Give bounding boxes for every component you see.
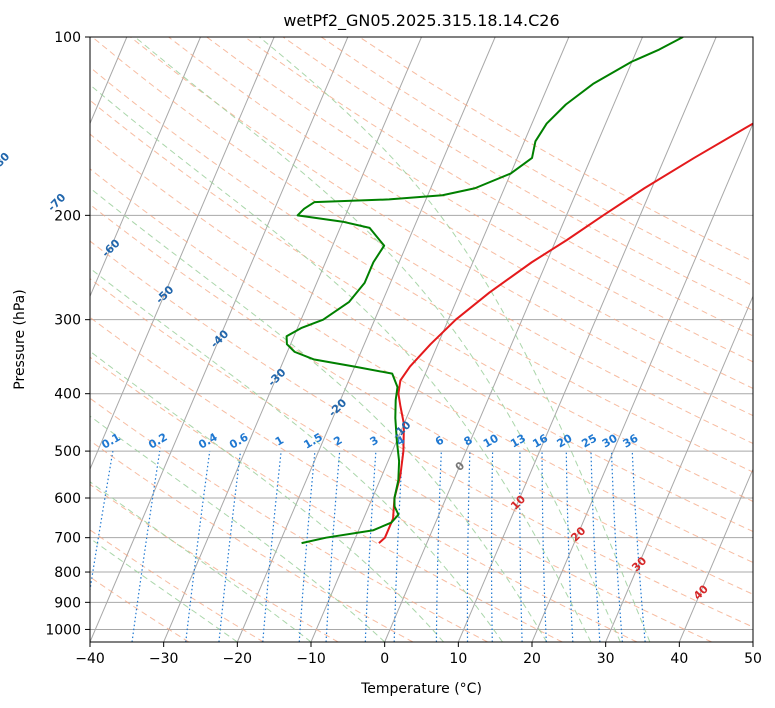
x-tick-label: −30 bbox=[149, 651, 179, 667]
x-tick-label: 50 bbox=[744, 651, 762, 667]
x-tick-label: 10 bbox=[449, 651, 467, 667]
dry-adiabat-line bbox=[91, 37, 753, 445]
y-tick-label: 200 bbox=[54, 208, 81, 224]
x-tick-label: 40 bbox=[670, 651, 688, 667]
isotherm-line bbox=[384, 37, 643, 642]
y-tick-label: 100 bbox=[54, 30, 81, 46]
plot-area bbox=[90, 37, 753, 642]
dry-adiabat-line bbox=[90, 316, 638, 642]
x-tick-label: 30 bbox=[597, 651, 615, 667]
x-tick-label: 20 bbox=[523, 651, 541, 667]
isotherm-line bbox=[605, 295, 753, 642]
y-tick-label: 500 bbox=[54, 444, 81, 460]
dry-adiabat-line bbox=[90, 278, 712, 642]
axis-ticks: −40 −30 −20 −10 0 10 20 30 40 50 100 200 300 400 500 60… bbox=[45, 30, 762, 667]
dry-adiabat-line bbox=[90, 483, 339, 642]
isotherm-line bbox=[531, 122, 753, 642]
mixing-ratio-line bbox=[90, 450, 114, 594]
moist-adiabat-line bbox=[90, 415, 386, 642]
background-lines bbox=[90, 37, 753, 642]
isotherm-line bbox=[236, 37, 496, 642]
dewpoint-profile-line bbox=[285, 37, 684, 545]
x-tick-label: −40 bbox=[75, 651, 105, 667]
isotherm-line bbox=[163, 37, 422, 642]
dry-adiabat-line bbox=[90, 203, 753, 595]
mixing-ratio-line bbox=[262, 451, 282, 642]
isotherm-line bbox=[678, 467, 753, 642]
y-tick-label: 1000 bbox=[45, 622, 81, 638]
dry-adiabat-line bbox=[90, 240, 753, 628]
y-axis-label: Pressure (hPa) bbox=[12, 289, 28, 389]
moist-adiabat-line bbox=[259, 37, 651, 642]
x-tick-label: 0 bbox=[380, 651, 389, 667]
mixing-ratio-line bbox=[131, 451, 161, 642]
dry-adiabat-line bbox=[90, 133, 753, 533]
dry-adiabat-line bbox=[90, 168, 753, 563]
plot-frame bbox=[89, 36, 754, 643]
dry-adiabat-line bbox=[168, 37, 753, 389]
dry-adiabat-line bbox=[244, 37, 753, 337]
moist-adiabat-line bbox=[90, 267, 503, 642]
x-tick-label: −10 bbox=[296, 651, 326, 667]
y-tick-label: 700 bbox=[54, 531, 81, 547]
mixing-ratio-line bbox=[185, 451, 211, 642]
mixing-ratio-line bbox=[298, 451, 316, 642]
dry-adiabat-line bbox=[90, 99, 753, 502]
y-tick-label: 900 bbox=[54, 595, 81, 611]
isotherm-line bbox=[457, 37, 717, 642]
y-tick-label: 800 bbox=[54, 565, 81, 581]
dry-adiabat-line bbox=[90, 529, 264, 642]
y-tick-label: 400 bbox=[54, 387, 81, 403]
dry-adiabat-line bbox=[282, 37, 753, 312]
moist-adiabat-line bbox=[90, 350, 444, 642]
x-axis-label: Temperature (°C) bbox=[360, 681, 482, 697]
dry-adiabat-line bbox=[90, 356, 563, 642]
isotherm-line bbox=[90, 37, 349, 642]
y-tick-label: 300 bbox=[54, 313, 81, 329]
moist-adiabat-line bbox=[90, 537, 238, 642]
isotherm-line bbox=[90, 37, 275, 471]
moist-adiabat-line bbox=[134, 37, 621, 642]
moist-adiabat-line bbox=[90, 481, 312, 642]
dry-adiabat-line bbox=[130, 37, 753, 417]
mixing-ratio-line bbox=[218, 451, 242, 642]
isotherm-line bbox=[90, 37, 201, 298]
y-tick-label: 600 bbox=[54, 491, 81, 507]
x-tick-label: −20 bbox=[223, 651, 253, 667]
chart-title: wetPf2_GN05.2025.315.18.14.C26 bbox=[283, 11, 559, 31]
